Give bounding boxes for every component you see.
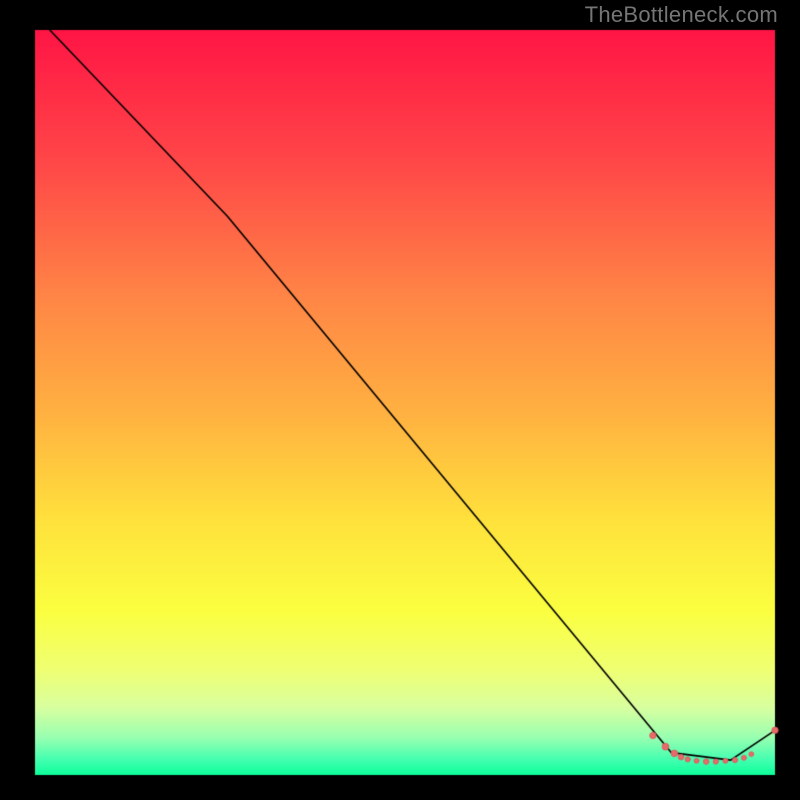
bottleneck-chart-canvas <box>0 0 800 800</box>
watermark-text: TheBottleneck.com <box>585 2 778 28</box>
chart-container: TheBottleneck.com <box>0 0 800 800</box>
